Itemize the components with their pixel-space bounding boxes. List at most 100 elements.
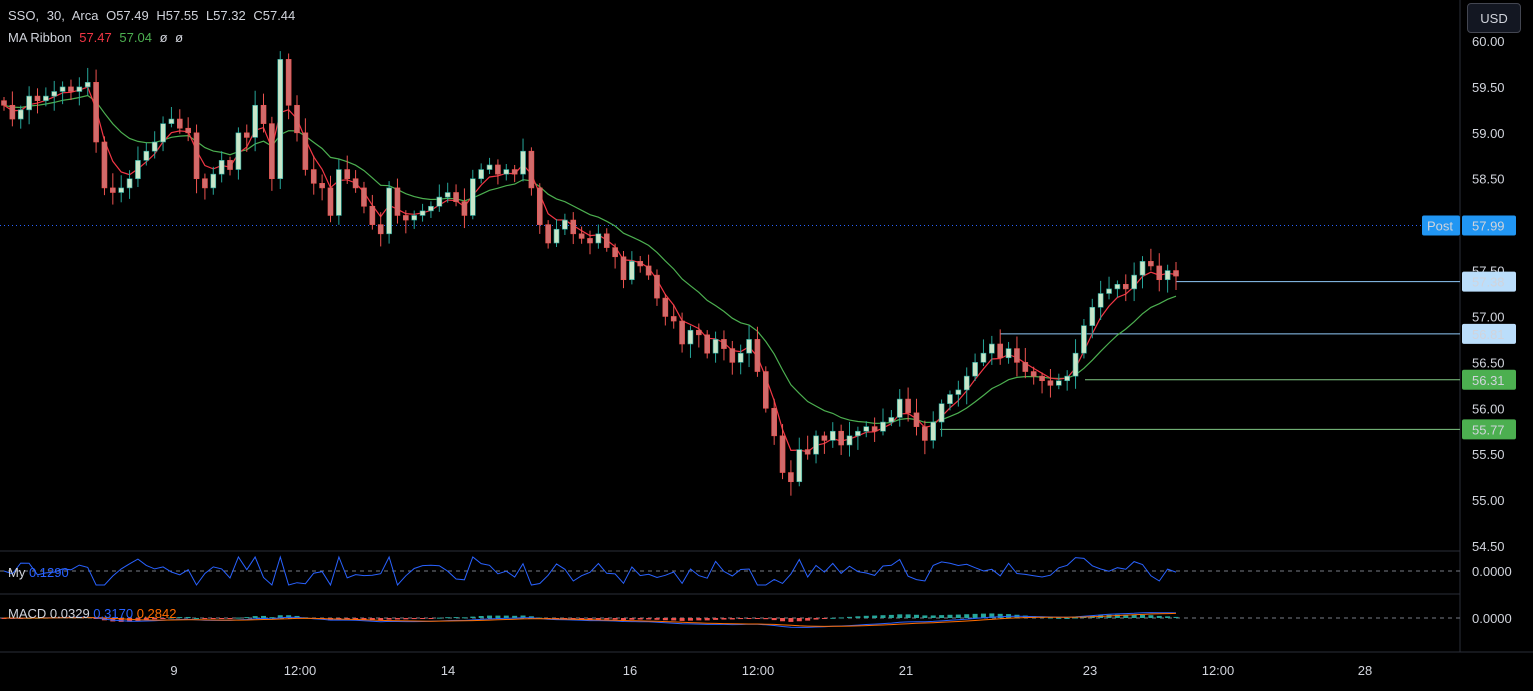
candle-body	[863, 426, 870, 432]
macd-hist-bar	[620, 618, 626, 621]
candle-body	[202, 178, 208, 189]
candle-body	[578, 233, 585, 239]
low-label: L	[205, 8, 214, 23]
macd-hist-bar	[386, 618, 392, 620]
macd-hist-bar	[461, 617, 467, 619]
indicator-panes	[0, 555, 1460, 628]
macd-hist-bar	[788, 618, 794, 622]
macd-hist-bar	[813, 618, 819, 620]
ma-ribbon	[3, 86, 1177, 453]
macd-hist-bar	[277, 615, 283, 618]
x-tick-label: 12:00	[1202, 663, 1235, 678]
macd-hist-bar	[1156, 615, 1162, 618]
macd-hist-bar	[1047, 617, 1053, 619]
candle-body	[696, 329, 702, 336]
macd-hist-bar	[512, 615, 518, 618]
macd-hist-bar	[637, 618, 643, 620]
interval[interactable]: 30	[46, 8, 62, 23]
macd-indicator-label[interactable]: MACD 0.0329 0.3170 0.2842	[8, 606, 176, 621]
open-value: 57.49	[116, 8, 149, 23]
macd-hist-value: 0.0329	[49, 606, 90, 621]
candle-body	[788, 472, 794, 483]
macd-hist-bar	[796, 618, 802, 622]
x-tick-label: 12:00	[742, 663, 775, 678]
my-indicator-label[interactable]: My 0.1290	[8, 565, 69, 580]
candle-body	[838, 430, 844, 446]
ribbon-label: MA Ribbon	[8, 30, 72, 45]
macd-hist-bar	[219, 618, 225, 619]
candle-body	[495, 164, 501, 175]
candle-body	[562, 219, 568, 230]
candle-body	[1056, 380, 1062, 386]
x-tick-label: 16	[623, 663, 637, 678]
candle-body	[536, 187, 543, 225]
macd-hist-bar	[210, 618, 216, 619]
ma-slow-line	[3, 94, 1177, 425]
candle-body	[687, 329, 694, 345]
macd-hist-bar	[964, 614, 970, 618]
macd-hist-bar	[353, 618, 359, 620]
candle-body	[645, 265, 652, 276]
candle-body	[110, 187, 116, 193]
candle-body	[310, 169, 317, 184]
price-level-lines	[0, 225, 1460, 430]
candle-body	[679, 320, 685, 345]
macd-hist-bar	[1073, 617, 1079, 619]
macd-hist-bar	[939, 615, 945, 618]
candle-body	[796, 449, 803, 483]
post-badge	[1422, 215, 1460, 236]
macd-hist-bar	[1064, 617, 1070, 619]
candle-body	[520, 150, 526, 175]
my-line	[3, 555, 1177, 587]
candle-body	[17, 109, 24, 120]
macd-hist-bar	[897, 614, 903, 618]
my-label: My	[8, 565, 26, 580]
candle-body	[612, 247, 618, 258]
candle-body	[1139, 261, 1146, 276]
candle-body	[771, 407, 777, 437]
macd-label: MACD	[8, 606, 47, 621]
candle-body	[930, 421, 937, 441]
candle-body	[76, 86, 83, 92]
macd-hist-bar	[780, 618, 786, 622]
candle-body	[386, 187, 392, 235]
macd-hist-bar	[93, 618, 99, 619]
candle-body	[603, 233, 610, 248]
macd-hist-bar	[269, 617, 275, 619]
candle-body	[553, 228, 560, 244]
candle-body	[637, 261, 644, 267]
candle-body	[369, 205, 376, 225]
open-label: O	[106, 8, 117, 23]
macd-hist-bar	[127, 618, 133, 622]
macd-hist-bar	[160, 618, 166, 619]
candle-body	[511, 169, 518, 175]
candle-body	[185, 127, 191, 134]
candle-body	[252, 104, 258, 138]
candle-body	[453, 192, 459, 202]
price-badge	[1462, 323, 1516, 344]
macd-hist-bar	[738, 618, 744, 620]
candle-body	[1072, 352, 1079, 377]
macd-hist-bar	[729, 618, 735, 620]
x-tick-label: 23	[1083, 663, 1097, 678]
macd-hist-bar	[495, 615, 501, 618]
currency-button[interactable]: USD	[1467, 3, 1521, 33]
macd-hist-bar	[980, 613, 986, 618]
candle-body	[269, 123, 275, 180]
candle-body	[955, 389, 962, 395]
macd-hist-bar	[420, 618, 426, 619]
macd-hist-bar	[754, 618, 760, 619]
candle-body	[43, 95, 49, 101]
ribbon-fast-value: 57.47	[79, 30, 112, 45]
ma-ribbon-header[interactable]: MA Ribbon 57.47 57.04 ø ø	[8, 30, 187, 45]
macd-hist-bar	[453, 617, 459, 619]
candle-body	[327, 187, 334, 216]
macd-hist-bar	[930, 615, 936, 618]
candle-body	[151, 141, 158, 152]
time-axis: 9 12:00 14 16 12:00 21 23 12:00 28	[170, 663, 1372, 678]
macd-hist-bar	[838, 617, 844, 619]
candle-body	[394, 187, 401, 216]
macd-hist-bar	[1123, 614, 1129, 618]
symbol[interactable]: SSO	[8, 8, 36, 23]
